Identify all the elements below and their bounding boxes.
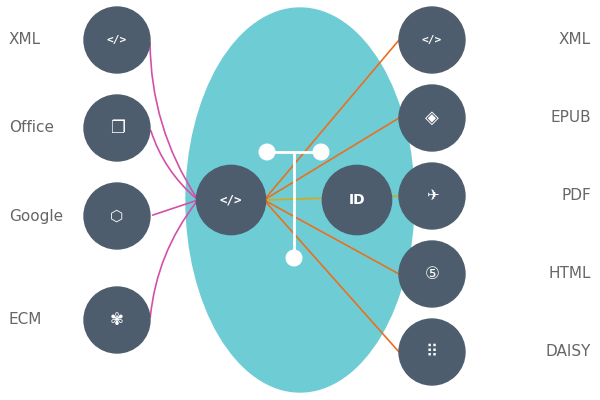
Ellipse shape [84,287,150,353]
Ellipse shape [286,250,302,266]
Ellipse shape [186,8,414,392]
Text: EPUB: EPUB [550,110,591,126]
Ellipse shape [399,85,465,151]
Text: ⑤: ⑤ [425,265,439,283]
Ellipse shape [399,241,465,307]
Text: </>: </> [220,194,242,206]
Ellipse shape [84,7,150,73]
Text: ⬡: ⬡ [110,208,124,224]
Text: ❐: ❐ [110,119,124,137]
Text: ID: ID [349,193,365,207]
Ellipse shape [84,95,150,161]
Text: ✈: ✈ [425,188,439,204]
Ellipse shape [259,144,275,160]
Ellipse shape [399,163,465,229]
Text: Google: Google [9,208,63,224]
Text: ⠿: ⠿ [426,343,438,361]
Ellipse shape [322,165,392,235]
Text: </>: </> [107,35,127,45]
Ellipse shape [196,165,266,235]
Text: PDF: PDF [561,188,591,204]
Text: ✾: ✾ [110,311,124,329]
Ellipse shape [399,7,465,73]
Text: XML: XML [9,32,41,48]
Text: ECM: ECM [9,312,43,328]
Text: Office: Office [9,120,54,136]
Ellipse shape [313,144,329,160]
Ellipse shape [84,183,150,249]
Text: DAISY: DAISY [545,344,591,360]
Text: ◈: ◈ [425,109,439,127]
Text: HTML: HTML [548,266,591,282]
Text: XML: XML [559,32,591,48]
Ellipse shape [399,319,465,385]
Text: </>: </> [422,35,442,45]
